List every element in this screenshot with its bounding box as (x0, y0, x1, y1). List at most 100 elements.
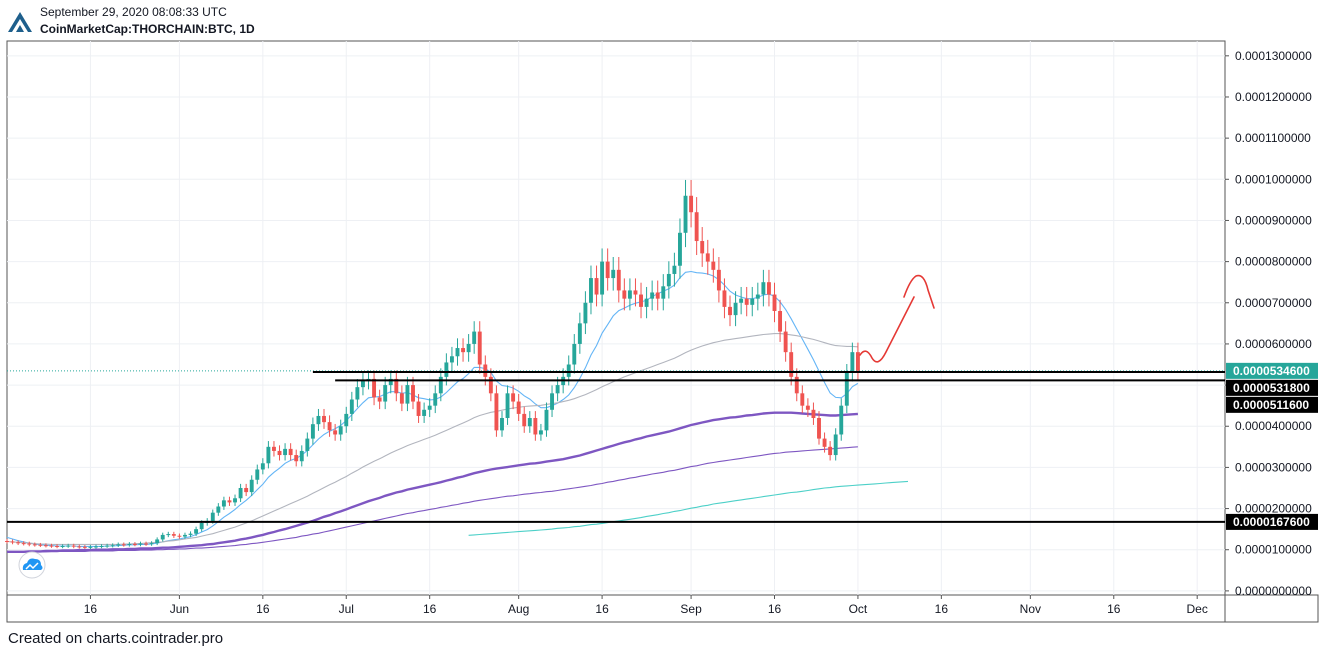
snapshot-timestamp: September 29, 2020 08:08:33 UTC (40, 5, 227, 19)
candle (822, 432, 827, 453)
candle (221, 496, 226, 510)
candle-body (455, 348, 460, 357)
candle (121, 542, 126, 547)
candle-body (233, 498, 237, 503)
moving-average-line (6, 333, 858, 545)
candle (155, 537, 160, 546)
candle-body (438, 376, 443, 394)
candle-body (266, 446, 271, 464)
candle-body (544, 409, 549, 431)
price-tags: 0.0000534600 0.0000531800 0.0000511600 0.00… (1226, 362, 1318, 530)
candle-body (744, 298, 749, 305)
candle-body (194, 529, 199, 534)
candle (16, 540, 21, 546)
candle-body (461, 348, 466, 353)
candle (639, 282, 643, 319)
candle (338, 419, 343, 441)
tradingview-badge[interactable] (18, 551, 46, 579)
moving-averages (6, 270, 909, 553)
candle-body (705, 253, 710, 262)
candle-body (344, 413, 349, 427)
candle-body (783, 331, 788, 353)
candle (839, 398, 844, 441)
y-tick-label: 0.0000700000 (1235, 296, 1312, 310)
time-axis: 16 Jun 16 Jul 16 Aug 16 Sep 16 Oct 16 Nov 16 Dec (84, 595, 1208, 616)
candle (633, 278, 638, 307)
candle-body (66, 545, 71, 547)
price-tag (1226, 362, 1318, 379)
moving-average-line (7, 446, 858, 553)
x-tick-label: 16 (935, 602, 949, 616)
candle-body (16, 542, 21, 544)
candle (833, 428, 838, 461)
candle (650, 280, 655, 311)
candle-body (655, 292, 660, 299)
candle (711, 248, 716, 283)
candle-body (833, 434, 838, 456)
candle (99, 544, 104, 549)
candle (728, 295, 732, 327)
candle-body (666, 273, 671, 287)
horizontal-levels[interactable] (7, 370, 1225, 523)
x-tick-label: Sep (680, 602, 702, 616)
candle-body (43, 545, 48, 547)
candle (277, 445, 282, 461)
candle-body (800, 393, 805, 406)
candle (132, 542, 137, 547)
candle (260, 458, 265, 475)
candle (82, 545, 87, 550)
footer-credit: Created on charts.cointrader.pro (8, 630, 224, 647)
candle (27, 541, 32, 547)
candle (349, 391, 354, 421)
candle (188, 531, 193, 538)
candle (422, 402, 427, 423)
candle-body (88, 546, 93, 548)
candle (77, 544, 82, 549)
candle (394, 370, 399, 402)
candle (611, 257, 616, 291)
candle (88, 545, 93, 550)
candle-body (627, 290, 632, 299)
candle (244, 483, 249, 497)
candle-body (766, 282, 771, 295)
x-tick-label: 16 (423, 602, 437, 616)
y-tick-label: 0.0000000000 (1235, 584, 1312, 598)
candle (622, 278, 627, 311)
moving-average-line (7, 411, 858, 553)
candle-body (488, 376, 493, 394)
candle (355, 378, 360, 408)
candle (494, 385, 499, 437)
moving-average-line (468, 480, 909, 536)
candle-body (422, 409, 427, 416)
candle (761, 269, 766, 307)
candle-body (110, 545, 115, 547)
candle-body (399, 393, 404, 404)
candle (572, 334, 577, 374)
candle (805, 398, 810, 418)
projection-drawing[interactable] (859, 274, 935, 363)
candle-body (377, 397, 382, 402)
candle (783, 321, 788, 362)
candle (589, 265, 593, 315)
x-tick-label: Nov (1020, 602, 1041, 616)
candle (689, 179, 694, 228)
price-tag-label: 0.0000167600 (1233, 515, 1310, 529)
candle (49, 543, 54, 548)
candle (466, 334, 471, 362)
candle (372, 370, 377, 406)
candle (449, 346, 454, 372)
candle-body (733, 302, 738, 316)
price-tag (1226, 513, 1318, 530)
y-tick-label: 0.0000100000 (1235, 543, 1312, 557)
candle-body (616, 269, 621, 291)
candle-body (672, 265, 677, 274)
x-tick-label: 16 (84, 602, 98, 616)
cointrader-logo-icon (8, 12, 32, 32)
candle (194, 526, 199, 536)
candle-body (238, 487, 243, 499)
candle (38, 542, 43, 548)
candle-body (778, 311, 783, 332)
y-tick-label: 0.0001000000 (1235, 172, 1312, 186)
candle-body (144, 543, 148, 545)
